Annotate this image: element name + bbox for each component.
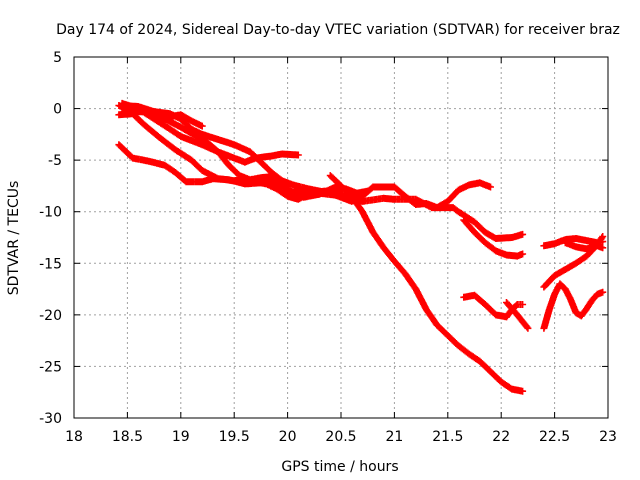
y-tick-label: -25: [39, 359, 62, 375]
series-markers: [540, 280, 607, 332]
x-tick-label: 22: [492, 429, 510, 445]
y-tick-label: -5: [48, 153, 62, 169]
x-tick-label: 21: [385, 429, 403, 445]
x-tick-label: 18: [65, 429, 83, 445]
series-markers: [326, 172, 527, 395]
series-track-n: [561, 239, 607, 253]
x-tick-label: 19: [172, 429, 190, 445]
series-track-i: [460, 291, 527, 321]
x-tick-label: 18.5: [112, 429, 143, 445]
y-tick-label: -10: [39, 205, 62, 221]
grid: [74, 57, 608, 418]
y-tick-label: -30: [39, 411, 62, 427]
y-tick-label: -15: [39, 256, 62, 272]
y-axis-label: SDTVAR / TECUs: [6, 181, 22, 296]
chart-title: Day 174 of 2024, Sidereal Day-to-day VTE…: [56, 22, 620, 38]
y-tick-label: -20: [39, 308, 62, 324]
series-markers: [561, 239, 607, 253]
x-tick-label: 22.5: [539, 429, 570, 445]
axis-ticks: 18 18.5 19 19.5 20 20.5 21 21.5 22 22.5 23 5 0 -5 -10 -…: [39, 50, 617, 445]
series-markers: [460, 291, 527, 321]
series-track-g: [326, 172, 527, 395]
x-tick-label: 20: [279, 429, 297, 445]
y-tick-label: 0: [53, 102, 62, 118]
data-markers: [115, 99, 607, 395]
x-tick-label: 23: [599, 429, 617, 445]
x-tick-label: 21.5: [432, 429, 463, 445]
series-track-j: [503, 299, 532, 332]
series-track-h: [460, 216, 527, 260]
series-markers: [503, 299, 532, 332]
series-markers: [460, 216, 527, 260]
x-axis-label: GPS time / hours: [281, 459, 398, 475]
series-track-l: [540, 280, 607, 332]
x-tick-label: 19.5: [219, 429, 250, 445]
y-tick-label: 5: [53, 50, 62, 66]
x-tick-label: 20.5: [325, 429, 356, 445]
